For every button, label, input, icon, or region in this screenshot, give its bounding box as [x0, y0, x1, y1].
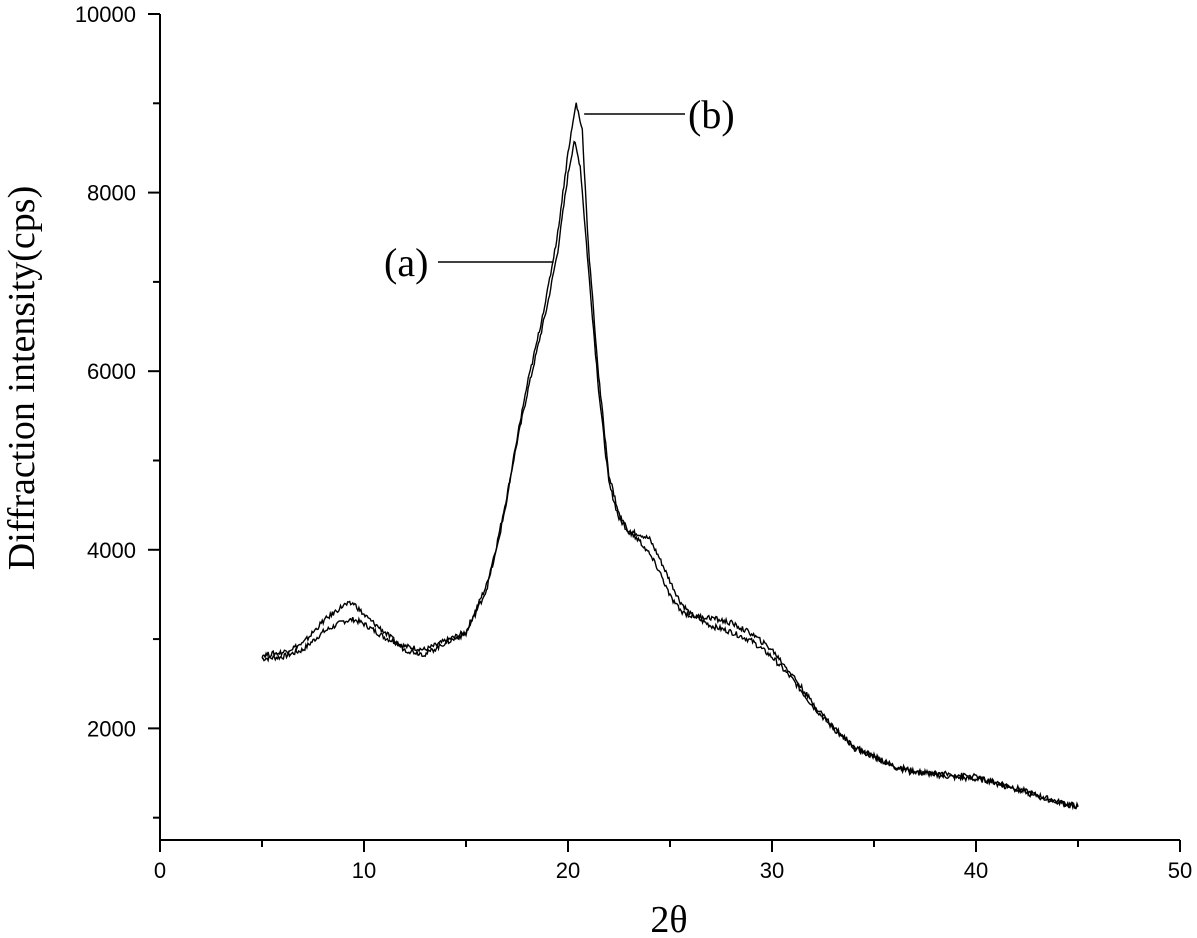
x-ticks: 0 10 20 30 40 50 [154, 840, 1192, 883]
x-tick-label: 10 [352, 858, 376, 883]
series-layer [261, 102, 1079, 811]
x-tick-label: 30 [760, 858, 784, 883]
x-tick-label: 40 [964, 858, 988, 883]
axes [159, 14, 1180, 841]
annotation-layer: (a) (b) [384, 92, 735, 285]
y-tick-label: 10000 [75, 2, 136, 27]
series-line-b [261, 102, 1079, 811]
y-tick-label: 8000 [87, 181, 136, 206]
y-axis-title: Diffraction intensity(cps) [1, 186, 43, 570]
y-ticks: 2000 4000 6000 8000 10000 [75, 2, 160, 819]
y-tick-label: 2000 [87, 716, 136, 741]
x-tick-label: 50 [1168, 858, 1192, 883]
x-tick-label: 20 [556, 858, 580, 883]
y-tick-label: 6000 [87, 359, 136, 384]
annotation-b-label: (b) [688, 92, 735, 137]
y-tick-label: 4000 [87, 538, 136, 563]
annotation-a-label: (a) [384, 240, 428, 285]
x-axis-title: 2θ [650, 899, 687, 938]
x-tick-label: 0 [154, 858, 166, 883]
